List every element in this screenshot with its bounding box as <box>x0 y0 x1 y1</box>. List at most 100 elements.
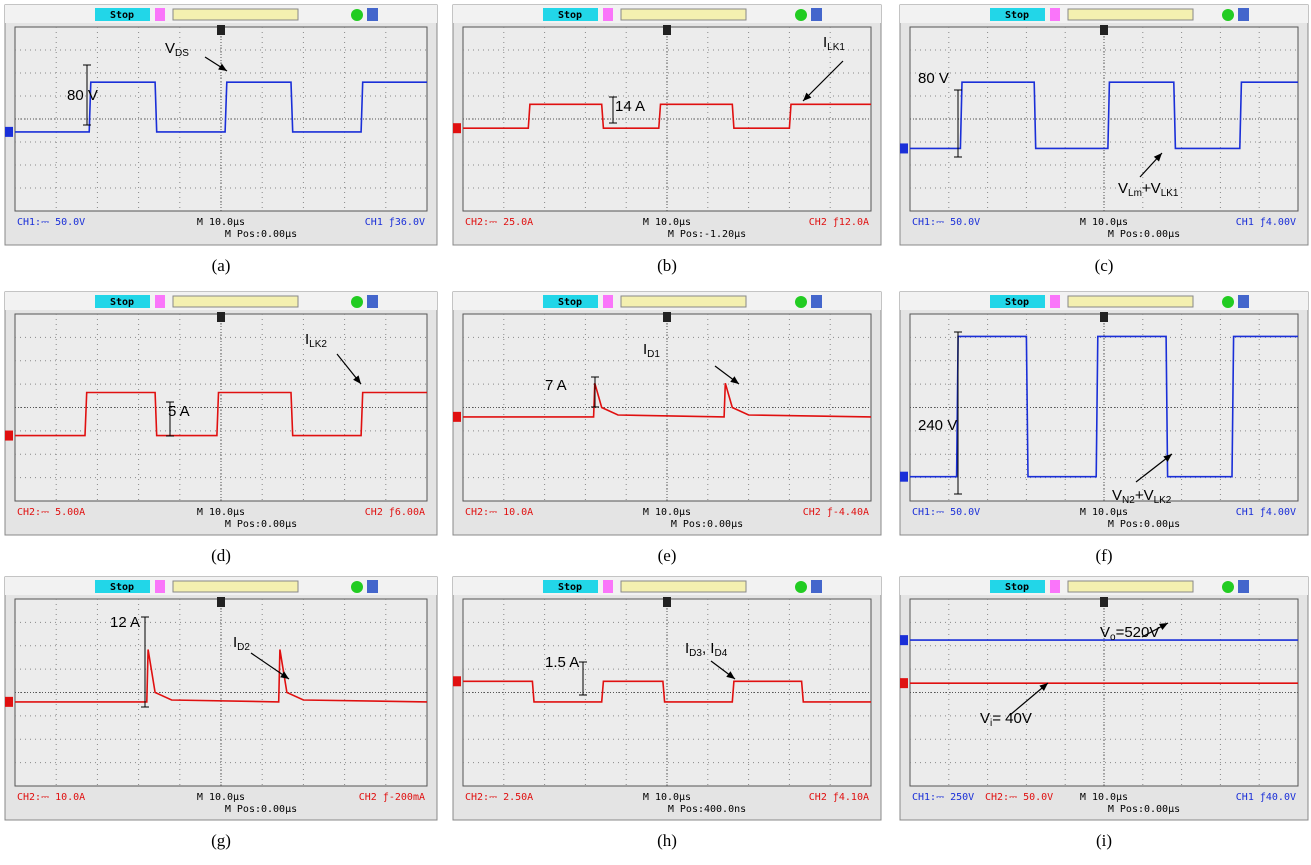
channel-marker <box>453 123 461 133</box>
channel-marker <box>453 412 461 422</box>
subscript: LK1 <box>1161 188 1179 199</box>
status: Stop <box>558 10 582 21</box>
subscript: N2 <box>1122 495 1135 506</box>
channel-scale: CH1:⎓ 50.0V <box>912 217 980 228</box>
channel-scale: CH2:⎓ 25.0A <box>465 217 533 228</box>
subscript: DS <box>175 48 189 59</box>
icon <box>811 8 822 21</box>
icon <box>155 8 165 21</box>
trigger: CH1 ƒ4.00V <box>1236 507 1296 518</box>
icon <box>795 581 807 593</box>
channel-marker <box>900 678 908 688</box>
position: M Pos:0.00μs <box>225 519 297 530</box>
memory-bar <box>173 581 298 592</box>
icon <box>811 580 822 593</box>
trigger-marker <box>1100 597 1108 607</box>
timebase: M 10.0μs <box>1080 792 1128 803</box>
position: M Pos:400.0ns <box>668 804 746 815</box>
trigger: CH1 ƒ4.00V <box>1236 217 1296 228</box>
scope-panel: Stop12 AID2CH2:⎓ 10.0AM 10.0μsM Pos:0.00… <box>5 577 437 820</box>
caption: (a) <box>212 256 231 275</box>
icon <box>1050 580 1060 593</box>
memory-bar <box>173 296 298 307</box>
icon <box>1238 295 1249 308</box>
icon <box>603 580 613 593</box>
annotation: 80 V <box>67 87 98 104</box>
annotation-text: +V <box>1135 487 1154 504</box>
annotation-text: , I <box>702 640 715 657</box>
annotation-text: 5 A <box>168 403 190 420</box>
status: Stop <box>1005 582 1029 593</box>
annotation: 5 A <box>168 403 190 420</box>
subscript: D3 <box>689 648 702 659</box>
trigger: CH1 ƒ36.0V <box>365 217 425 228</box>
subscript: D4 <box>714 648 727 659</box>
position: M Pos:0.00μs <box>1108 804 1180 815</box>
status: Stop <box>110 10 134 21</box>
scope-panel: Stop1.5 AID3, ID4CH2:⎓ 2.50AM 10.0μsM Po… <box>453 577 881 820</box>
annotation-text: 80 V <box>67 87 98 104</box>
annotation-text: V <box>1112 487 1122 504</box>
annotation: 80 V <box>918 70 949 87</box>
position: M Pos:0.00μs <box>1108 229 1180 240</box>
icon <box>351 296 363 308</box>
memory-bar <box>621 9 746 20</box>
subscript: LK1 <box>827 42 845 53</box>
figure: StopVDS80 VCH1:⎓ 50.0VM 10.0μsM Pos:0.00… <box>0 0 1311 865</box>
timebase: M 10.0μs <box>197 507 245 518</box>
caption: (b) <box>657 256 677 275</box>
subscript: D2 <box>237 642 250 653</box>
annotation: 1.5 A <box>545 654 579 671</box>
icon <box>367 295 378 308</box>
icon <box>155 580 165 593</box>
trigger: CH2 ƒ-200mA <box>359 792 425 803</box>
position: M Pos:0.00μs <box>1108 519 1180 530</box>
annotation-text: 240 V <box>918 417 957 434</box>
memory-bar <box>1068 9 1193 20</box>
timebase: M 10.0μs <box>1080 217 1128 228</box>
timebase: M 10.0μs <box>197 792 245 803</box>
annotation-text: 12 A <box>110 614 140 631</box>
annotation: 7 A <box>545 377 567 394</box>
memory-bar <box>621 296 746 307</box>
icon <box>795 296 807 308</box>
channel-marker <box>5 431 13 441</box>
timebase: M 10.0μs <box>643 792 691 803</box>
position: M Pos:0.00μs <box>225 804 297 815</box>
caption: (c) <box>1095 256 1114 275</box>
trigger: CH2 ƒ-4.40A <box>803 507 869 518</box>
icon <box>155 295 165 308</box>
annotation-text: V <box>1100 624 1110 641</box>
icon <box>1222 9 1234 21</box>
trigger-marker <box>217 312 225 322</box>
channel-scale: CH1:⎓ 50.0V <box>17 217 85 228</box>
memory-bar <box>1068 581 1193 592</box>
trigger: CH1 ƒ40.0V <box>1236 792 1296 803</box>
icon <box>1222 296 1234 308</box>
caption: (f) <box>1096 546 1113 565</box>
channel-marker <box>5 697 13 707</box>
position: M Pos:0.00μs <box>225 229 297 240</box>
channel-marker <box>900 472 908 482</box>
annotation-text: V <box>980 710 990 727</box>
trigger-marker <box>663 597 671 607</box>
icon <box>603 8 613 21</box>
channel-marker <box>900 635 908 645</box>
icon <box>351 581 363 593</box>
position: M Pos:-1.20μs <box>668 229 746 240</box>
caption: (i) <box>1096 831 1112 850</box>
annotation: Vo=520V <box>1100 624 1159 643</box>
timebase: M 10.0μs <box>643 217 691 228</box>
timebase: M 10.0μs <box>197 217 245 228</box>
channel-marker <box>5 127 13 137</box>
annotation-text: V <box>165 40 175 57</box>
subscript: Lm <box>1128 188 1142 199</box>
position: M Pos:0.00μs <box>671 519 743 530</box>
caption: (e) <box>658 546 677 565</box>
icon <box>1050 8 1060 21</box>
icon <box>1238 580 1249 593</box>
caption: (d) <box>211 546 231 565</box>
scope-panel: StopVo=520VVi= 40VCH1:⎓ 250VCH2:⎓ 50.0VM… <box>900 577 1308 820</box>
